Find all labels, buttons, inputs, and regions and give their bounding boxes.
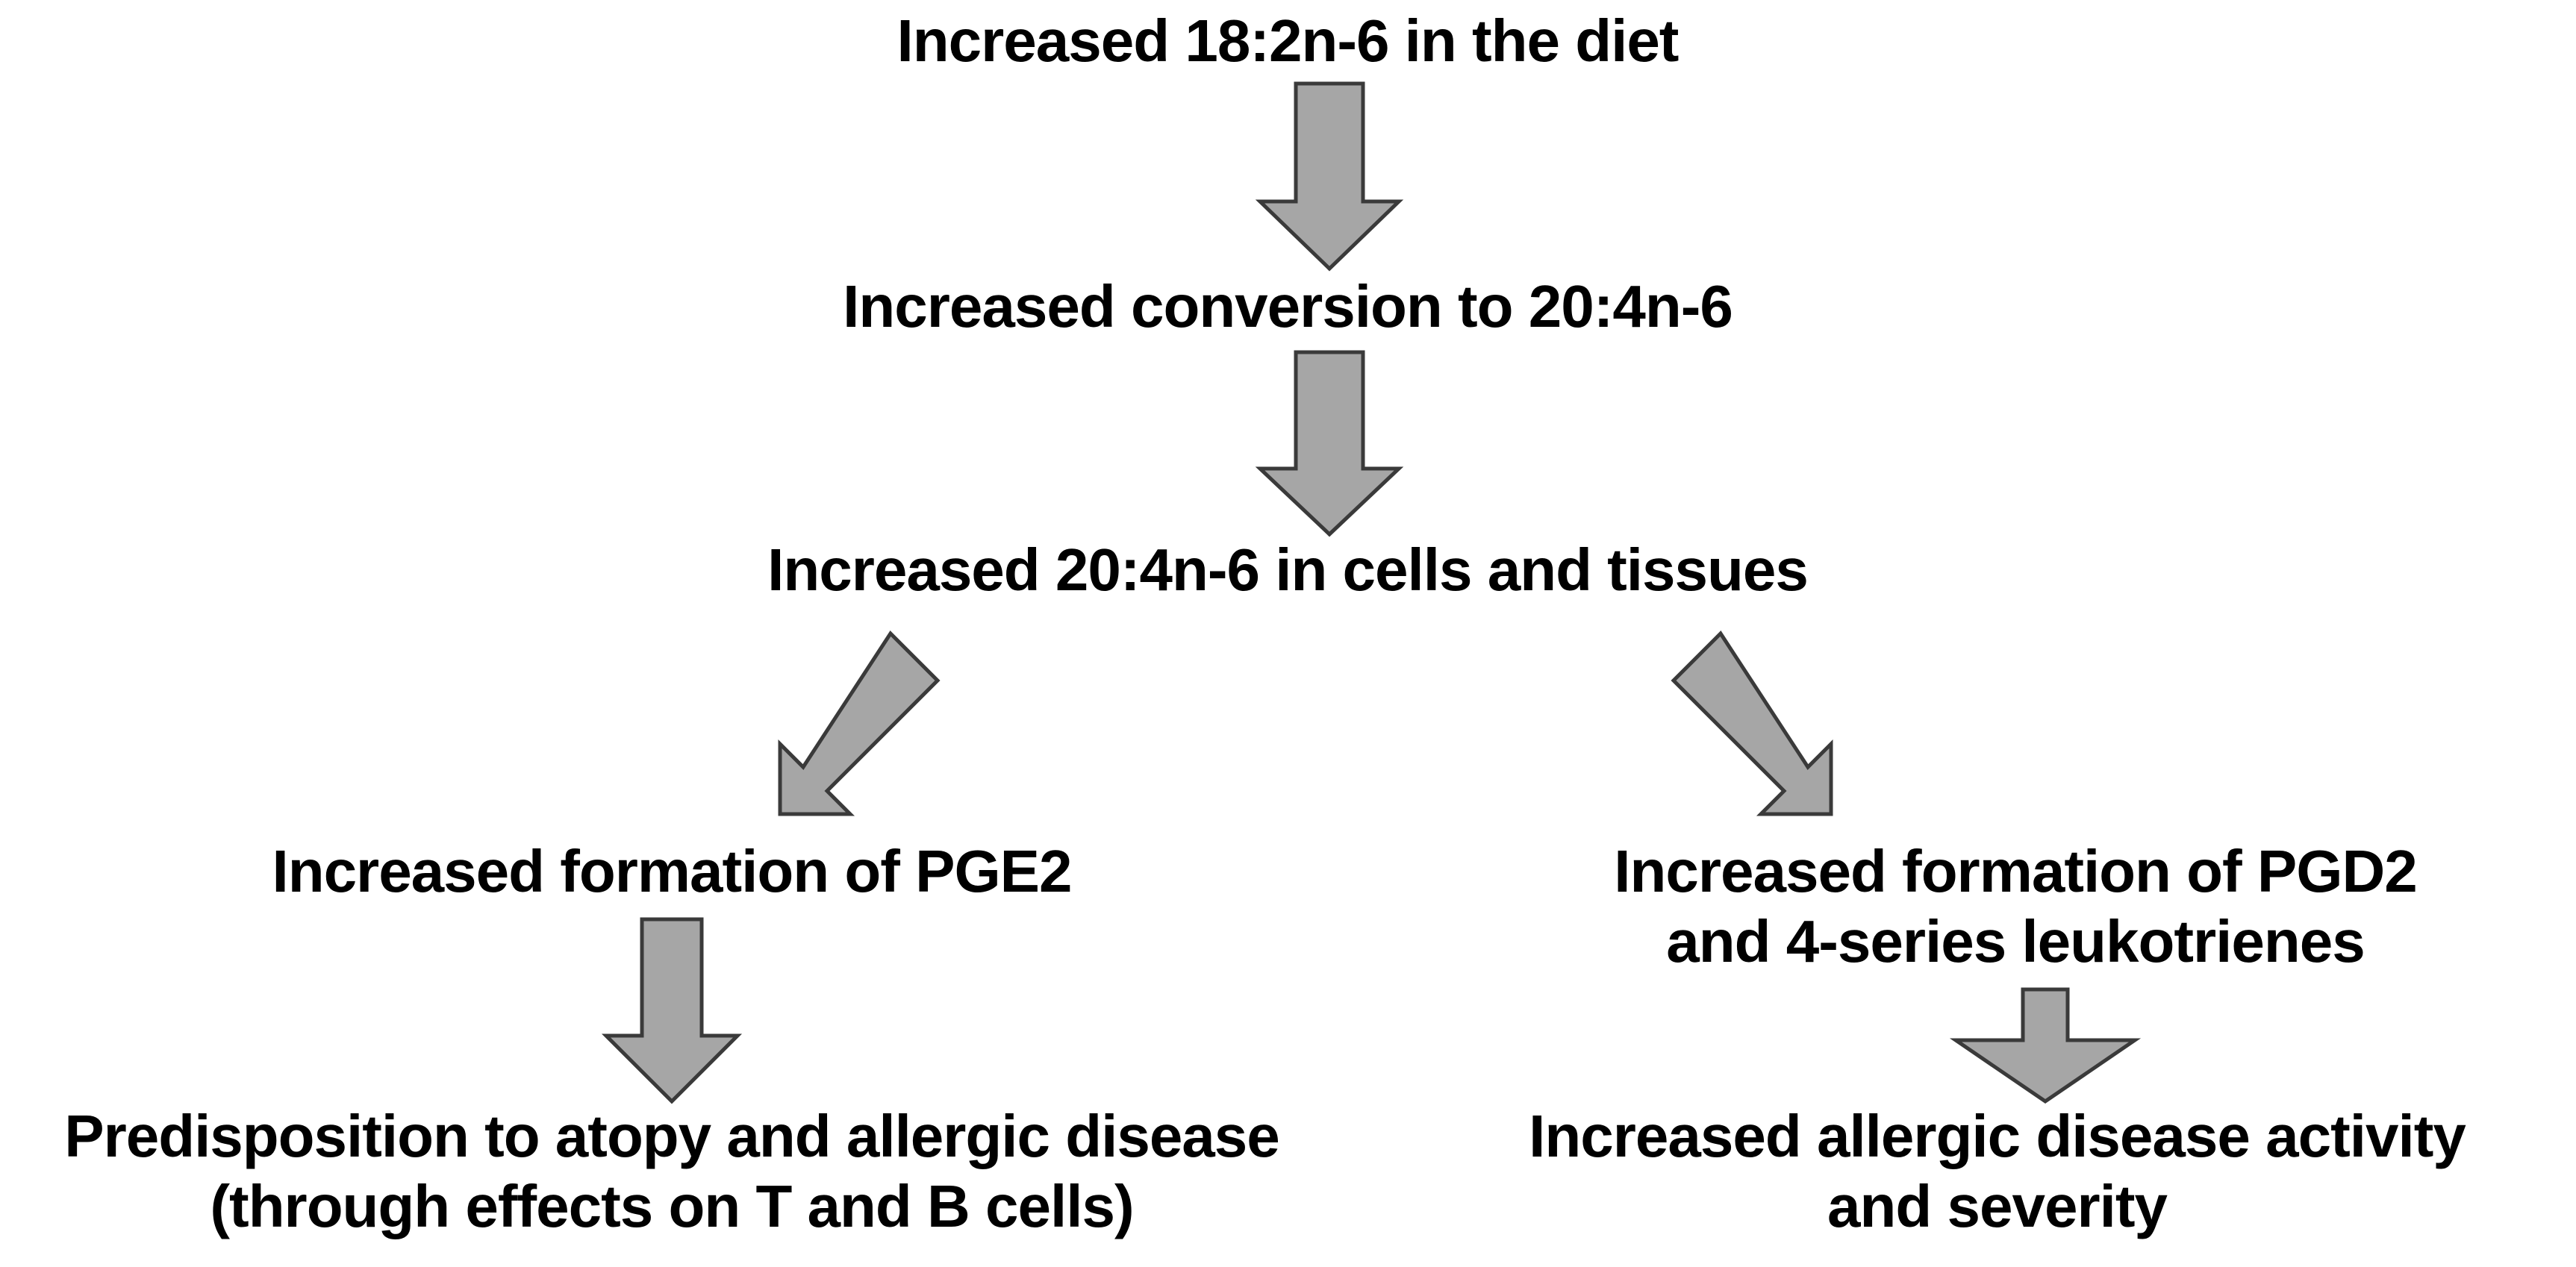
node-increased-conversion: Increased conversion to 20:4n-6 — [672, 272, 1903, 342]
arrow-diet-to-conversion — [1255, 81, 1404, 272]
node-increased-allergic-activity: Increased allergic disease activity and … — [1418, 1101, 2576, 1242]
node-line: Increased formation of PGD2 — [1614, 838, 2417, 904]
node-increased-pge2: Increased formation of PGE2 — [112, 836, 1232, 907]
node-line: Increased conversion to 20:4n-6 — [843, 273, 1733, 340]
arrow-conversion-to-tissues — [1255, 350, 1404, 537]
node-line: Predisposition to atopy and allergic dis… — [64, 1103, 1280, 1169]
node-line: and 4-series leukotrienes — [1666, 908, 2365, 975]
arrow-tissues-to-pgd2 — [1671, 631, 1833, 816]
node-line: Increased formation of PGE2 — [272, 838, 1072, 904]
node-line: Increased allergic disease activity — [1529, 1103, 2466, 1169]
arrow-pgd2-to-allergic — [1949, 987, 2142, 1104]
node-predisposition-atopy: Predisposition to atopy and allergic dis… — [0, 1101, 1344, 1242]
node-line: and severity — [1827, 1173, 2168, 1239]
node-line: Increased 20:4n-6 in cells and tissues — [767, 536, 1809, 603]
arrow-pge2-to-atopy — [601, 917, 743, 1104]
node-increased-arachidonic-tissues: Increased 20:4n-6 in cells and tissues — [597, 535, 1978, 605]
node-line: Increased 18:2n-6 in the diet — [896, 7, 1680, 74]
node-line: (through effects on T and B cells) — [210, 1173, 1134, 1239]
arrow-tissues-to-pge2 — [778, 631, 941, 816]
node-increased-pgd2-leukotrienes: Increased formation of PGD2 and 4-series… — [1456, 836, 2575, 977]
node-increased-linoleic-diet: Increased 18:2n-6 in the diet — [746, 6, 1829, 76]
